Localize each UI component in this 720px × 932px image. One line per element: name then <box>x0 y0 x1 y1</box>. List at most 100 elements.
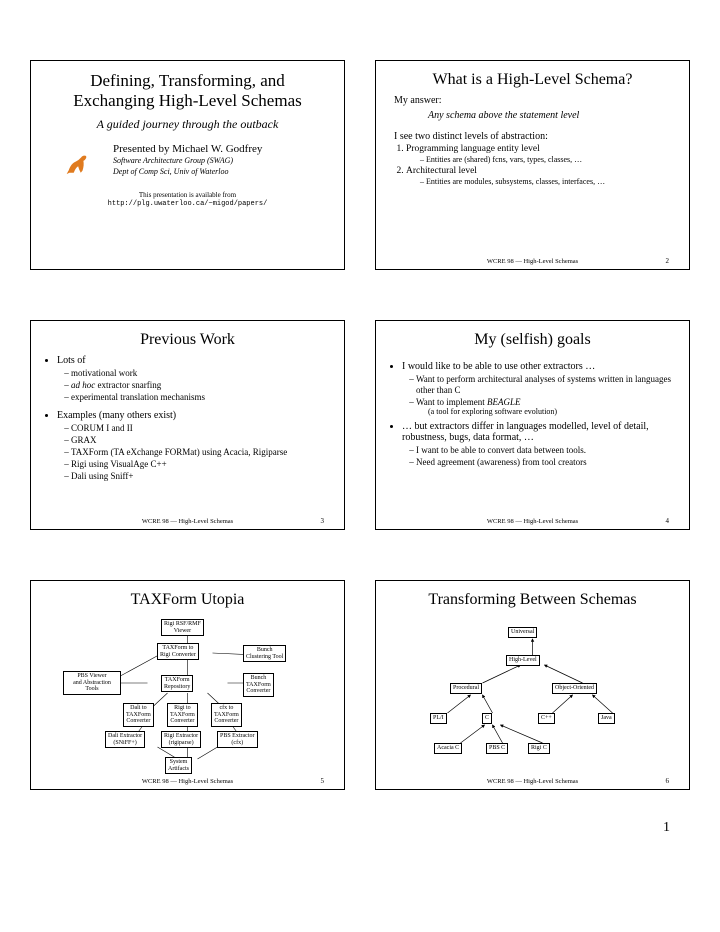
node-acacia: Acacia C <box>434 743 462 754</box>
presenter-name: Presented by Michael W. Godfrey <box>113 142 332 156</box>
level-1-detail: Entities are (shared) fcns, vars, types,… <box>420 155 677 164</box>
footer-text: WCRE 98 — High-Level Schemas <box>142 518 233 525</box>
slide3-b2a: CORUM I and II <box>71 423 332 434</box>
slide3-b2: Examples (many others exist) CORUM I and… <box>57 410 332 481</box>
level-2-detail: Entities are modules, subsystems, classe… <box>420 177 677 186</box>
slide2-levels-list: Programming language entity level Entiti… <box>406 144 677 186</box>
slide4-b1b: Want to implement BEAGLE (a tool for exp… <box>416 397 677 417</box>
slide3-b1b: ad hoc extractor snarfing <box>71 380 332 391</box>
slide2-pagenum: 2 <box>666 257 670 265</box>
slide5-edges <box>43 615 332 775</box>
slide5-pagenum: 5 <box>321 777 325 785</box>
avail-url: http://plg.uwaterloo.ca/~migod/papers/ <box>43 200 332 209</box>
slide4-b1c: (a tool for exploring software evolution… <box>428 407 677 417</box>
slide5-diagram: Rigi RSF/RMFViewer TAXForm toRigi Conver… <box>43 615 332 775</box>
level-2-text: Architectural level <box>406 166 477 176</box>
slide1-subtitle: A guided journey through the outback <box>43 117 332 132</box>
page-number: 1 <box>20 810 700 836</box>
slide1-presenter-block: Presented by Michael W. Godfrey Software… <box>113 142 332 177</box>
node-c: C <box>482 713 492 724</box>
slide3-pagenum: 3 <box>321 517 325 525</box>
node-java: Java <box>598 713 615 724</box>
slide6-pagenum: 6 <box>666 777 670 785</box>
node-system-artifacts: SystemArtifacts <box>165 757 192 774</box>
slide3-b1b-pre: ad hoc <box>71 380 95 390</box>
node-rigic: Rigi C <box>528 743 550 754</box>
slide3-b1b-post: extractor snarfing <box>95 380 161 390</box>
slide3-list: Lots of motivational work ad hoc extract… <box>57 355 332 481</box>
slide1-title-line1: Defining, Transforming, and <box>90 71 285 90</box>
node-bunch: BunchClustering Tool <box>243 645 286 662</box>
slide3-footer: WCRE 98 — High-Level Schemas 3 <box>31 518 344 525</box>
kangaroo-icon <box>65 153 93 175</box>
node-procedural: Procedural <box>450 683 482 694</box>
slide3-b1: Lots of motivational work ad hoc extract… <box>57 355 332 402</box>
slide2-title: What is a High-Level Schema? <box>388 71 677 89</box>
slide6-footer: WCRE 98 — High-Level Schemas 6 <box>376 778 689 785</box>
slide1-title-line2: Exchanging High-Level Schemas <box>73 91 302 110</box>
avail-text: This presentation is available from <box>43 191 332 200</box>
slide6-diagram: Universal High-Level Procedural Object-O… <box>388 615 677 775</box>
slide2-footer: WCRE 98 — High-Level Schemas 2 <box>376 258 689 265</box>
slide-grid: Defining, Transforming, and Exchanging H… <box>20 20 700 810</box>
slide3-b1a: motivational work <box>71 368 332 379</box>
level-1: Programming language entity level Entiti… <box>406 144 677 164</box>
slide3-b1-text: Lots of <box>57 355 86 366</box>
level-2: Architectural level Entities are modules… <box>406 166 677 186</box>
node-pbs-ext: PBS Extractor(cfx) <box>217 731 258 748</box>
slide3-b2d: Rigi using VisualAge C++ <box>71 459 332 470</box>
slide1-availability: This presentation is available from http… <box>43 191 332 209</box>
node-pli: PL/I <box>430 713 447 724</box>
slide4-b1-text: I would like to be able to use other ext… <box>402 361 595 372</box>
node-taxform-repo: TAXFormRepository <box>161 675 193 692</box>
slide-4: My (selfish) goals I would like to be ab… <box>375 320 690 530</box>
slide4-b2a: I want to be able to convert data betwee… <box>416 445 677 456</box>
slide3-b2e: Dali using Sniff+ <box>71 471 332 482</box>
slide4-footer: WCRE 98 — High-Level Schemas 4 <box>376 518 689 525</box>
page: Defining, Transforming, and Exchanging H… <box>20 20 700 836</box>
slide-5: TAXForm Utopia <box>30 580 345 790</box>
slide3-b1c: experimental translation mechanisms <box>71 392 332 403</box>
slide4-b2b: Need agreement (awareness) from tool cre… <box>416 457 677 468</box>
slide4-list: I would like to be able to use other ext… <box>402 361 677 468</box>
slide2-answer: Any schema above the statement level <box>428 110 677 121</box>
slide2-answer-label: My answer: <box>394 95 677 106</box>
slide1-title: Defining, Transforming, and Exchanging H… <box>43 71 332 111</box>
slide-1: Defining, Transforming, and Exchanging H… <box>30 60 345 270</box>
level-1-text: Programming language entity level <box>406 144 540 154</box>
footer-text: WCRE 98 — High-Level Schemas <box>487 778 578 785</box>
slide6-title: Transforming Between Schemas <box>388 591 677 609</box>
node-highlevel: High-Level <box>506 655 540 666</box>
node-rigi-viewer: Rigi RSF/RMFViewer <box>161 619 204 636</box>
node-bunch-conv: BunchTAXFormConverter <box>243 673 274 697</box>
node-dali-ext: Dali Extractor(SNiFF+) <box>105 731 145 748</box>
footer-text: WCRE 98 — High-Level Schemas <box>487 258 578 265</box>
presenter-aff2: Dept of Comp Sci, Univ of Waterloo <box>113 167 332 177</box>
node-rigi-ext: Rigi Extractor(rigiparse) <box>161 731 201 748</box>
slide3-b2-text: Examples (many others exist) <box>57 410 176 421</box>
node-dali-conv: Dali toTAXFormConverter <box>123 703 154 727</box>
slide4-title: My (selfish) goals <box>388 331 677 349</box>
node-taxform-to-rigi: TAXForm toRigi Converter <box>157 643 199 660</box>
slide3-b2b: GRAX <box>71 435 332 446</box>
slide4-b1: I would like to be able to use other ext… <box>402 361 677 417</box>
slide-2: What is a High-Level Schema? My answer: … <box>375 60 690 270</box>
slide3-title: Previous Work <box>43 331 332 349</box>
slide4-b1b-pre: Want to implement <box>416 397 487 407</box>
slide4-b1a: Want to perform architectural analyses o… <box>416 374 677 396</box>
node-pbsc: PBS C <box>486 743 508 754</box>
node-rigi-conv: Rigi toTAXFormConverter <box>167 703 198 727</box>
node-universal: Universal <box>508 627 537 638</box>
slide-6: Transforming Between Schemas <box>375 580 690 790</box>
slide4-b2: … but extractors differ in languages mod… <box>402 421 677 468</box>
slide-3: Previous Work Lots of motivational work … <box>30 320 345 530</box>
slide2-levels-intro: I see two distinct levels of abstraction… <box>394 131 677 142</box>
footer-text: WCRE 98 — High-Level Schemas <box>142 778 233 785</box>
node-cpp: C++ <box>538 713 555 724</box>
node-cfx-conv: cfx toTAXFormConverter <box>211 703 242 727</box>
slide4-pagenum: 4 <box>666 517 670 525</box>
footer-text: WCRE 98 — High-Level Schemas <box>487 518 578 525</box>
node-oo: Object-Oriented <box>552 683 597 694</box>
presenter-aff1: Software Architecture Group (SWAG) <box>113 156 332 166</box>
slide4-b2-text: … but extractors differ in languages mod… <box>402 421 649 443</box>
